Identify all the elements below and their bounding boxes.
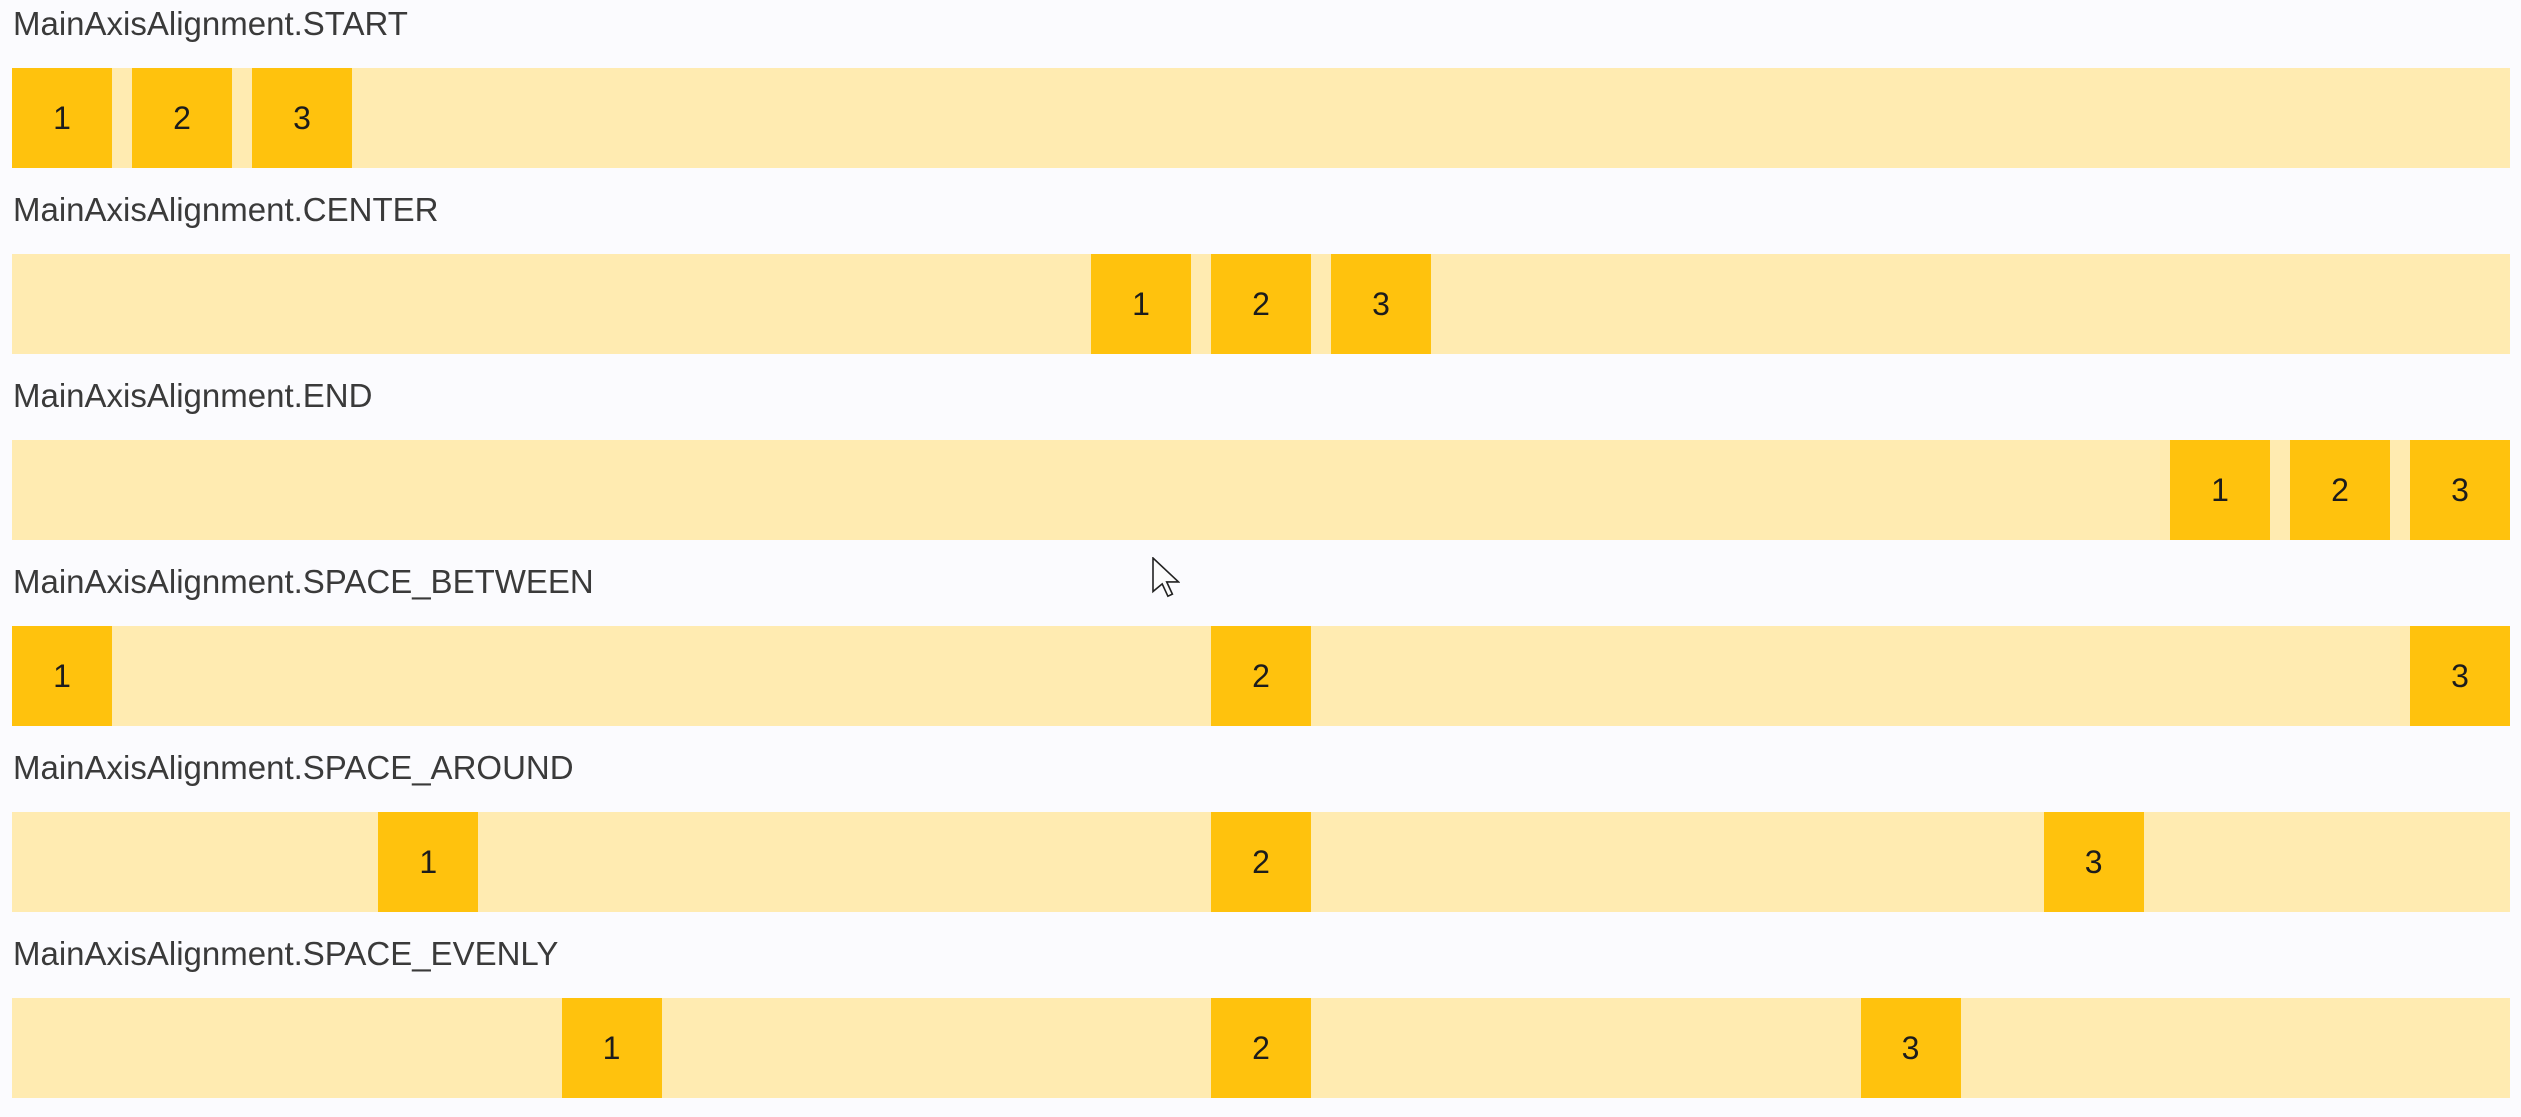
alignment-label-space-around: MainAxisAlignment.SPACE_AROUND xyxy=(13,749,574,786)
alignment-row-start: 1 2 3 xyxy=(12,68,2510,168)
alignment-row-space-around: 1 2 3 xyxy=(12,812,2510,912)
alignment-label-center: MainAxisAlignment.CENTER xyxy=(13,191,439,228)
numbered-box: 1 xyxy=(12,68,112,168)
alignment-label-start: MainAxisAlignment.START xyxy=(13,5,408,42)
alignment-label-space-evenly: MainAxisAlignment.SPACE_EVENLY xyxy=(13,935,559,972)
mouse-cursor-arrow-icon xyxy=(1152,557,1180,598)
alignment-row-center: 1 2 3 xyxy=(12,254,2510,354)
numbered-box: 1 xyxy=(561,998,662,1098)
alignment-label-space-between: MainAxisAlignment.SPACE_BETWEEN xyxy=(13,563,594,600)
numbered-box: 3 xyxy=(1331,254,1431,354)
numbered-box: 3 xyxy=(252,68,352,168)
numbered-box: 2 xyxy=(1211,626,1311,726)
numbered-box: 2 xyxy=(2290,440,2390,540)
numbered-box: 2 xyxy=(132,68,232,168)
alignment-label-end: MainAxisAlignment.END xyxy=(13,377,373,414)
numbered-box: 3 xyxy=(2410,440,2510,540)
numbered-box: 3 xyxy=(2043,812,2144,912)
numbered-box: 1 xyxy=(12,626,112,726)
alignment-row-end: 1 2 3 xyxy=(12,440,2510,540)
numbered-box: 3 xyxy=(1860,998,1961,1098)
alignment-row-space-between: 1 2 3 xyxy=(12,626,2510,726)
numbered-box: 3 xyxy=(2410,626,2510,726)
numbered-box: 2 xyxy=(1211,998,1311,1098)
numbered-box: 1 xyxy=(2170,440,2270,540)
alignment-row-space-evenly: 1 2 3 xyxy=(12,998,2510,1098)
numbered-box: 1 xyxy=(1091,254,1191,354)
numbered-box: 2 xyxy=(1210,812,1311,912)
numbered-box: 1 xyxy=(378,812,479,912)
numbered-box: 2 xyxy=(1211,254,1311,354)
